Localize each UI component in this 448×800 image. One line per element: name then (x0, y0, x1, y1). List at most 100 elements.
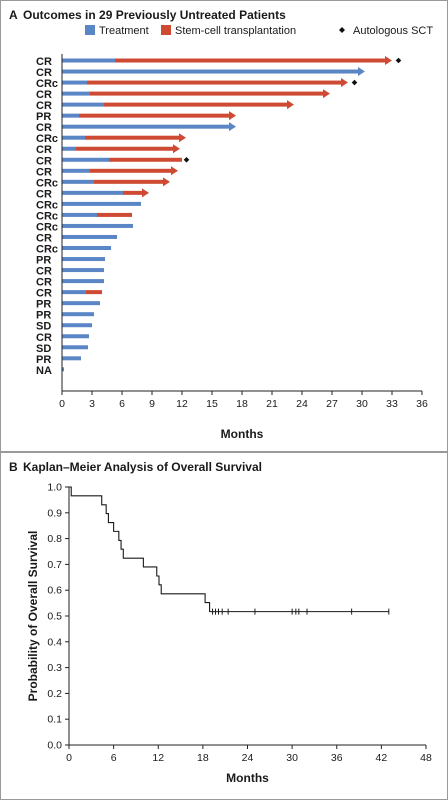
treatment-bar (62, 58, 115, 63)
x-tick-label: 21 (266, 398, 278, 410)
km-curve (69, 486, 389, 613)
sct-bar (85, 135, 179, 140)
y-tick-label: 0.1 (47, 714, 62, 726)
treatment-bar (62, 334, 89, 339)
legend-label: Treatment (99, 25, 149, 37)
km-chart: 0.0 0.1 0.2 0.3 0.4 0.5 0.6 0.7 0.8 0.9 1.0 0 6 12 18 2… (26, 482, 432, 786)
treatment-bar (62, 367, 64, 372)
response-label: CR (36, 266, 52, 278)
response-label: CRc (36, 133, 58, 145)
response-label: CRc (36, 78, 58, 90)
sct-bar (76, 146, 173, 151)
x-tick-label: 36 (331, 752, 343, 764)
x-tick-label: 6 (111, 752, 117, 764)
panel-b: B Kaplan–Meier Analysis of Overall Surviv… (0, 452, 448, 800)
treatment-bar (62, 190, 123, 195)
response-label: PR (36, 255, 51, 267)
treatment-bar (62, 135, 85, 140)
treatment-bar (62, 146, 76, 151)
treatment-bar (62, 91, 90, 96)
y-tick-label: 0.6 (47, 585, 62, 597)
treatment-bar (62, 268, 104, 273)
km-axes: 0.0 0.1 0.2 0.3 0.4 0.5 0.6 0.7 0.8 0.9 1.0 0 6 12 18 2… (26, 482, 432, 786)
legend-swatch-autologous-sct (339, 27, 345, 33)
legend: Treatment Stem-cell transplantation Autolo… (85, 25, 433, 37)
sct-arrow (385, 56, 392, 65)
x-tick-label: 9 (149, 398, 155, 410)
treatment-bar (62, 124, 229, 129)
km-curve-group (69, 486, 390, 615)
sct-arrow (229, 111, 236, 121)
response-label: CR (36, 288, 52, 300)
treatment-bar (62, 157, 109, 162)
x-tick-label: 42 (376, 752, 388, 764)
response-label: CR (36, 144, 52, 156)
x-tick-label: 3 (89, 398, 95, 410)
treatment-bar (62, 279, 104, 284)
x-tick-label: 30 (356, 398, 368, 410)
sct-bar (109, 157, 182, 162)
treatment-bar (62, 301, 100, 306)
response-label: PR (36, 299, 51, 311)
treatment-bar (62, 80, 87, 85)
treatment-bar (62, 323, 92, 328)
panel-b-letter: B (9, 460, 18, 474)
x-tick-label: 24 (242, 752, 254, 764)
x-tick-label: 12 (176, 398, 188, 410)
y-tick-label: 0.2 (47, 688, 62, 700)
treatment-bar (62, 257, 105, 262)
sct-bar (90, 91, 323, 96)
treatment-arrow (358, 67, 365, 77)
sct-arrow (341, 78, 348, 88)
treatment-bar (62, 234, 117, 239)
x-axis-label: Months (226, 771, 269, 785)
treatment-bar (62, 212, 97, 217)
sct-arrow (287, 100, 294, 110)
x-tick-label: 27 (326, 398, 338, 410)
treatment-bar (62, 290, 86, 295)
sct-arrow (142, 188, 149, 198)
sct-bar (97, 212, 132, 217)
y-axis-label: Probability of Overall Survival (26, 531, 40, 702)
x-tick-label: 24 (296, 398, 308, 410)
treatment-bar (62, 179, 94, 184)
legend-label: Autologous SCT (353, 25, 433, 37)
x-tick-label: 30 (286, 752, 298, 764)
response-label: SD (36, 343, 51, 355)
y-tick-label: 0.0 (47, 740, 62, 752)
sct-bar (86, 290, 102, 295)
response-label: CRc (36, 244, 58, 256)
x-tick-label: 0 (66, 752, 72, 764)
swimmer-chart: Treatment Stem-cell transplantation Autolo… (36, 25, 433, 441)
autologous-sct-marker (395, 57, 402, 64)
response-label: CR (36, 89, 52, 101)
legend-swatch-treatment (85, 25, 95, 35)
treatment-bar (62, 223, 133, 228)
y-tick-label: 0.7 (47, 559, 62, 571)
response-label: CR (36, 166, 52, 178)
y-tick-label: 1.0 (47, 482, 62, 494)
treatment-bar (62, 69, 358, 74)
response-label: CR (36, 56, 52, 68)
x-tick-label: 18 (197, 752, 209, 764)
x-tick-label: 15 (206, 398, 218, 410)
response-label: CRc (36, 210, 58, 222)
response-label: CR (36, 277, 52, 289)
response-label: CRc (36, 221, 58, 233)
y-tick-label: 0.9 (47, 507, 62, 519)
x-tick-label: 0 (59, 398, 65, 410)
x-axis-label: Months (221, 427, 264, 441)
treatment-arrow (229, 122, 236, 132)
panel-a: A Outcomes in 29 Previously Untreated Pat… (0, 0, 448, 452)
x-tick-label: 36 (416, 398, 428, 410)
treatment-bar (62, 356, 81, 361)
response-label: SD (36, 321, 51, 333)
x-tick-label: 6 (119, 398, 125, 410)
treatment-bar (62, 201, 141, 206)
sct-arrow (323, 89, 330, 99)
panel-a-title-text: Outcomes in 29 Previously Untreated Pati… (23, 8, 286, 22)
legend-swatch-sct (161, 25, 171, 35)
panel-b-title-text: Kaplan–Meier Analysis of Overall Surviva… (23, 460, 262, 474)
y-tick-label: 0.4 (47, 636, 62, 648)
